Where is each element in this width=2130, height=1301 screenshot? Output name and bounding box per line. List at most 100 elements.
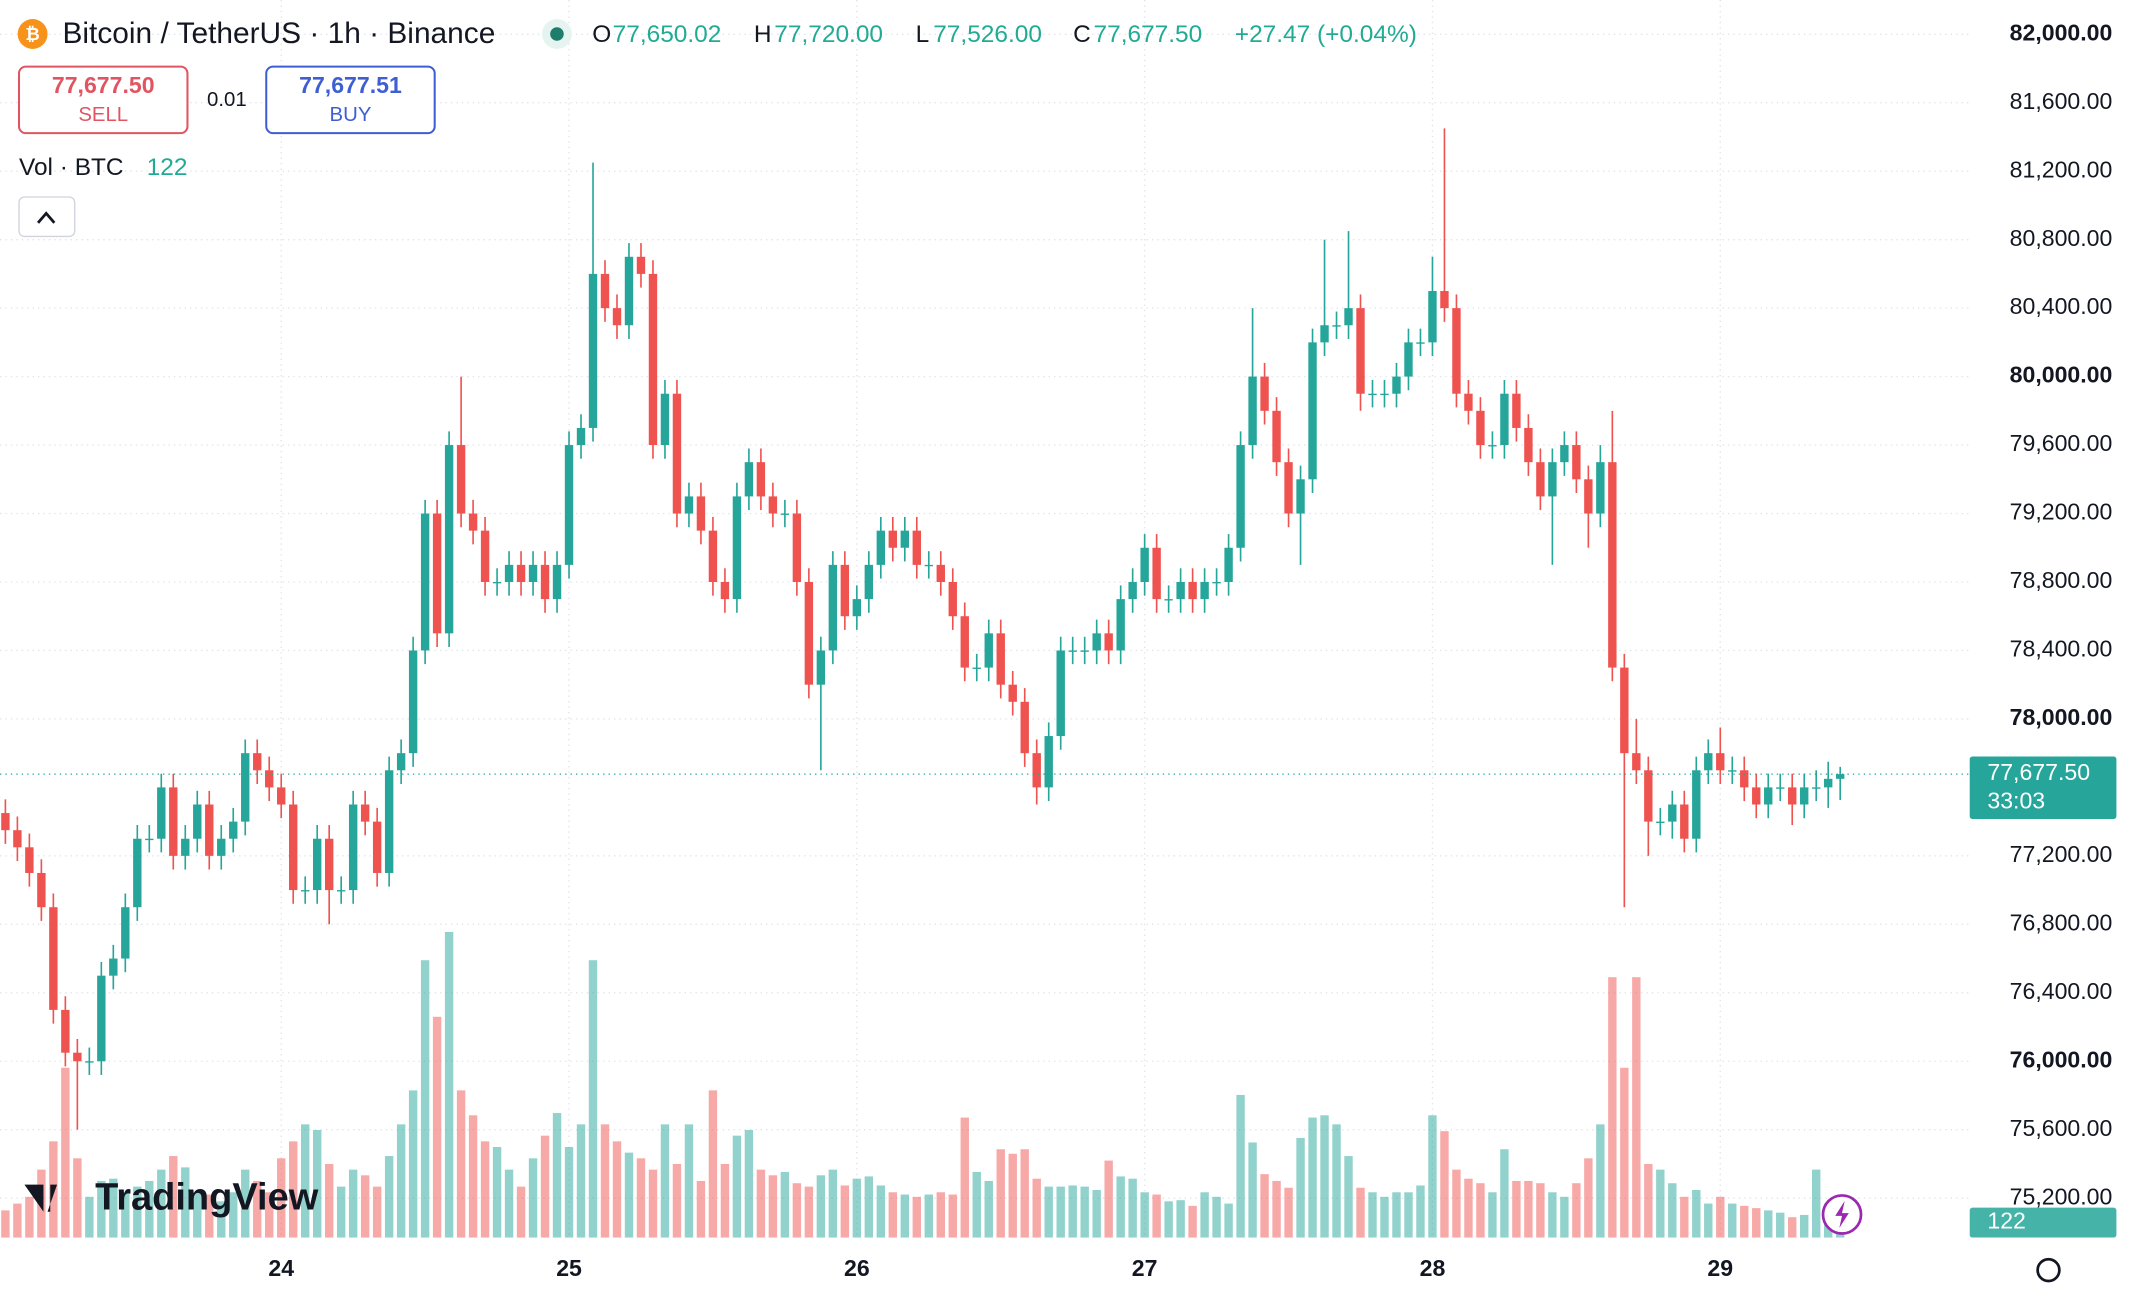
volume-bar	[312, 1130, 322, 1238]
candle-body	[552, 564, 562, 600]
candle-body	[684, 496, 694, 514]
candle-body	[1656, 821, 1665, 823]
candle-body	[1524, 427, 1533, 463]
volume-bar	[1272, 1180, 1281, 1238]
volume-bar	[1344, 1156, 1353, 1238]
candle-body	[1164, 599, 1173, 601]
volume-bar	[348, 1169, 358, 1238]
volume-bar	[732, 1135, 742, 1238]
volume-bar	[576, 1124, 586, 1238]
candle-body	[1716, 753, 1725, 771]
volume-bar	[672, 1163, 682, 1238]
volume-bar	[1092, 1190, 1101, 1238]
volume-bar	[181, 1167, 190, 1238]
volume-tag	[1969, 1207, 2117, 1238]
y-tick-label: 80,400.00	[2010, 293, 2113, 319]
volume-bar	[1296, 1137, 1305, 1238]
candle-body	[73, 1052, 82, 1062]
candle-body	[1332, 325, 1341, 327]
volume-bar	[1788, 1217, 1797, 1238]
candle-body	[576, 427, 586, 446]
candle-body	[25, 847, 34, 873]
volume-bar	[1740, 1205, 1749, 1238]
candle-body	[792, 513, 802, 582]
candle-body	[253, 753, 262, 771]
candle-body	[336, 890, 346, 892]
candle-body	[408, 650, 418, 754]
volume-bar	[1212, 1196, 1221, 1238]
volume-bar	[420, 960, 430, 1238]
candle-body	[876, 530, 886, 565]
candle-body	[1272, 410, 1281, 463]
volume-bar	[1464, 1178, 1473, 1238]
candle-body	[948, 581, 957, 617]
candle-body	[1056, 650, 1065, 737]
candle-body	[648, 273, 658, 446]
candle-body	[840, 564, 850, 617]
candle-body	[1248, 376, 1257, 446]
c-label: C	[1073, 21, 1091, 48]
candle-body	[1020, 701, 1029, 754]
settings-icon[interactable]	[2036, 1257, 2061, 1283]
candle-body	[241, 753, 250, 822]
volume-bar	[564, 1146, 574, 1238]
volume-bar	[241, 1169, 250, 1238]
buy-price: 77,677.51	[299, 72, 402, 98]
candle-body	[432, 513, 442, 634]
volume-bar	[948, 1194, 957, 1238]
candle-body	[1416, 342, 1425, 344]
candle-body	[1032, 753, 1041, 788]
volume-legend-value: 122	[147, 154, 188, 181]
volume-bar	[1584, 1158, 1593, 1238]
volume-bar	[1548, 1192, 1557, 1238]
candle-body	[708, 530, 718, 582]
candle-body	[612, 308, 622, 326]
volume-bar	[552, 1113, 562, 1238]
candle-body	[1548, 462, 1557, 497]
volume-bar	[600, 1124, 610, 1238]
volume-bar	[1200, 1192, 1209, 1238]
candle-body	[169, 787, 178, 856]
candle-body	[157, 787, 166, 839]
sell-price: 77,677.50	[52, 72, 155, 98]
status-dot	[550, 27, 564, 41]
volume-bar	[265, 1192, 274, 1238]
sell-button[interactable]	[17, 65, 189, 135]
y-tick-label: 78,400.00	[2010, 636, 2113, 662]
volume-bar	[588, 960, 598, 1238]
volume-bar	[1032, 1178, 1041, 1238]
candle-body	[672, 393, 682, 514]
candle-body	[480, 530, 490, 582]
candle-body	[1632, 753, 1641, 771]
h-label: H	[754, 21, 772, 48]
volume-bar	[840, 1185, 850, 1238]
volume-bar	[217, 1201, 226, 1238]
o-label: O	[592, 21, 611, 48]
volume-bar	[540, 1135, 550, 1238]
volume-bar	[61, 1067, 70, 1238]
volume-bar	[384, 1156, 394, 1238]
candle-body	[1620, 667, 1629, 754]
candle-body	[1812, 787, 1821, 789]
volume-bar	[1404, 1192, 1413, 1238]
y-tick-label: 81,600.00	[2010, 88, 2113, 114]
candle-body	[205, 804, 214, 856]
candle-body	[1680, 804, 1689, 839]
volume-bar	[1428, 1115, 1437, 1238]
volume-bar	[1224, 1203, 1233, 1238]
volume-bar	[1020, 1149, 1029, 1238]
buy-button[interactable]	[265, 65, 436, 135]
collapse-button[interactable]	[18, 196, 76, 238]
volume-bar	[1, 1210, 10, 1238]
candle-body	[1560, 445, 1569, 463]
l-label: L	[916, 21, 930, 48]
volume-bar	[900, 1194, 910, 1238]
volume-bar	[1188, 1205, 1197, 1238]
volume-bar	[157, 1169, 166, 1238]
volume-legend: Vol · BTC	[19, 154, 124, 181]
o-value: 77,650.02	[613, 21, 722, 48]
volume-bar	[924, 1194, 933, 1238]
volume-bar	[696, 1180, 706, 1238]
candle-body	[384, 770, 394, 873]
